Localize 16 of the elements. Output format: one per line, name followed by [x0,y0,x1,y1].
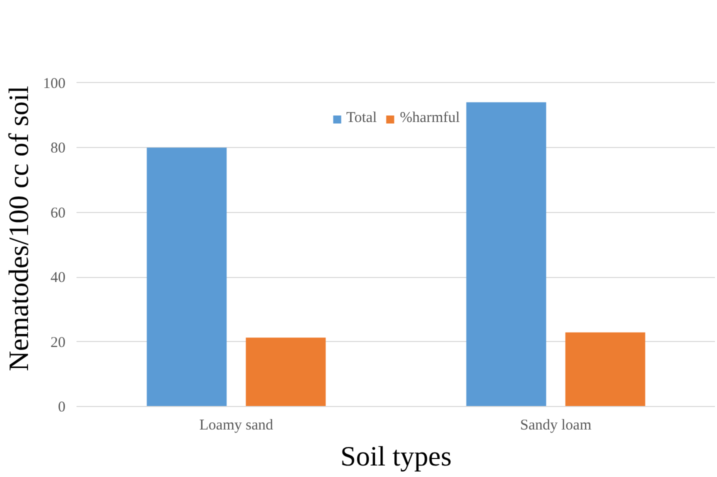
bar [246,338,326,406]
y-tick-label: 40 [50,270,66,286]
x-tick-label: Sandy loam [520,418,592,434]
y-tick-label: 80 [50,140,66,157]
y-tick-label: 60 [50,205,66,222]
x-axis-title: Soil types [340,442,452,472]
y-axis-title: Nematodes/100 cc of soil [4,86,35,372]
bar [466,102,546,406]
y-tick-label: 20 [50,334,66,351]
legend-label: %harmful [400,110,460,127]
y-tick-label: 100 [43,76,66,92]
bar [146,148,227,406]
bar [565,332,646,406]
y-tick-label: 0 [58,400,66,416]
x-tick-label: Loamy sand [199,418,274,434]
legend-label: Total [346,110,377,127]
